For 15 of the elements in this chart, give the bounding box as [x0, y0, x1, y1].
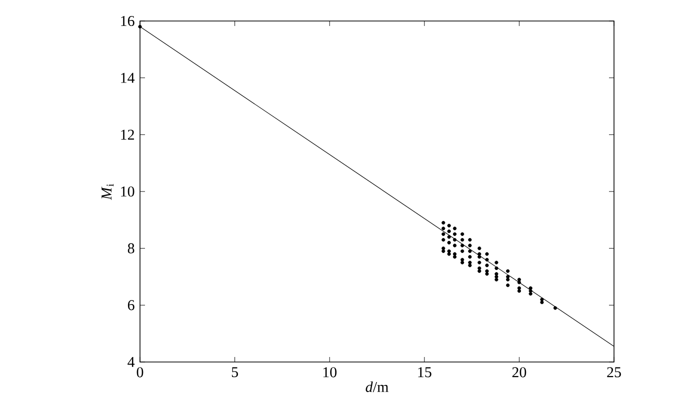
y-tick-label: 6: [128, 300, 134, 310]
x-tick-label: 5: [232, 367, 238, 378]
y-tick-label: 14: [121, 72, 135, 83]
x-axis-title: d/m: [366, 382, 388, 392]
x-tick-label: 15: [418, 367, 432, 378]
x-tick-label: 10: [323, 367, 337, 378]
x-tick-label: 25: [607, 367, 621, 378]
y-axis-title: M$_{i}$: [102, 184, 114, 200]
x-tick-label: 20: [512, 367, 526, 378]
x-tick-label: 0: [136, 367, 144, 378]
y-tick-label: 8: [128, 243, 134, 254]
y-tick-label: 16: [121, 16, 134, 26]
y-tick-label: 10: [121, 186, 134, 197]
y-tick-label: 4: [128, 357, 135, 367]
y-tick-label: 12: [121, 130, 134, 140]
